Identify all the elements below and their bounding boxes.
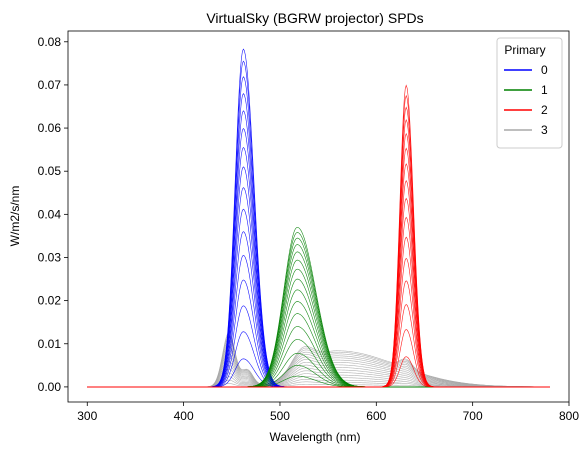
x-tick-label: 500 xyxy=(270,409,290,423)
x-tick-label: 700 xyxy=(463,409,483,423)
legend-label-3: 3 xyxy=(541,123,548,137)
x-tick-label: 600 xyxy=(366,409,386,423)
x-tick-label: 300 xyxy=(77,409,97,423)
y-tick-label: 0.01 xyxy=(38,337,62,351)
y-tick-label: 0.07 xyxy=(38,78,62,92)
y-tick-label: 0.00 xyxy=(38,380,62,394)
legend-label-2: 2 xyxy=(541,103,548,117)
y-tick-label: 0.06 xyxy=(38,121,62,135)
y-tick-label: 0.05 xyxy=(38,164,62,178)
y-axis-label: W/m2/s/nm xyxy=(8,186,22,247)
legend-title: Primary xyxy=(504,43,545,57)
y-tick-label: 0.08 xyxy=(38,35,62,49)
x-tick-label: 800 xyxy=(559,409,579,423)
y-tick-label: 0.03 xyxy=(38,250,62,264)
legend-label-1: 1 xyxy=(541,83,548,97)
chart-title: VirtualSky (BGRW projector) SPDs xyxy=(206,10,423,26)
y-tick-label: 0.04 xyxy=(38,207,62,221)
legend-label-0: 0 xyxy=(541,63,548,77)
y-tick-label: 0.02 xyxy=(38,294,62,308)
x-tick-label: 400 xyxy=(174,409,194,423)
x-axis-label: Wavelength (nm) xyxy=(270,430,361,444)
legend: Primary 0 1 2 3 xyxy=(497,38,562,148)
